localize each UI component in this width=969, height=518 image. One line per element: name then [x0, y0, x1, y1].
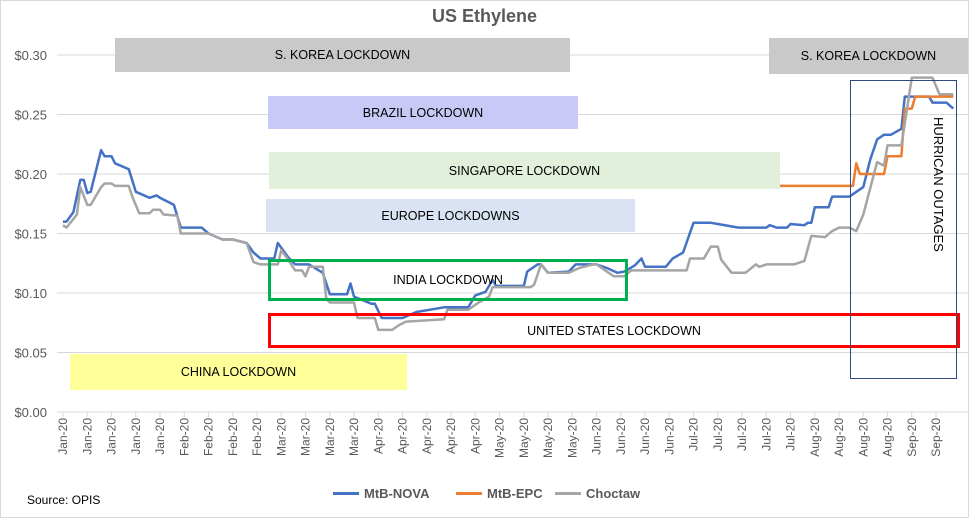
series-line-mtb-epc — [766, 95, 954, 188]
x-tick-label: May-20 — [565, 418, 579, 458]
x-axis: Jan-20 Jan-20 Jan-20 Jan-20 Jan-20 Feb-20 Feb-… — [56, 411, 968, 458]
annotation-label: HURRICAN OUTAGES — [931, 117, 946, 252]
x-tick-label: Jul-20 — [687, 418, 701, 451]
y-tick-label: $0.10 — [14, 286, 47, 301]
annotation-hurricane-outages: HURRICAN OUTAGES — [850, 80, 957, 379]
x-tick-label: Jan-20 — [153, 418, 167, 455]
x-tick-label: Apr-20 — [444, 418, 458, 454]
x-tick-label: Jul-20 — [759, 418, 773, 451]
y-tick-label: $0.15 — [14, 227, 47, 242]
annotation-label: BRAZIL LOCKDOWN — [362, 105, 484, 120]
annotation-label: EUROPE LOCKDOWNS — [381, 208, 520, 223]
annotation-singapore-lockdown: SINGAPORE LOCKDOWN — [269, 152, 780, 189]
y-tick-label: $0.00 — [14, 405, 47, 420]
annotation-label: S. KOREA LOCKDOWN — [800, 49, 937, 63]
x-tick-label: Jan-20 — [56, 418, 70, 455]
x-tick-label: May-20 — [541, 418, 555, 458]
x-tick-label: Jan-20 — [105, 418, 119, 455]
annotation-label: UNITED STATES LOCKDOWN — [527, 323, 701, 338]
x-tick-label: Sep-20 — [905, 418, 919, 457]
x-tick-label: Mar-20 — [299, 418, 313, 456]
annotation-europe-lockdowns: EUROPE LOCKDOWNS — [266, 199, 635, 232]
x-tick-label: Jun-20 — [614, 418, 628, 455]
x-tick-label: Jul-20 — [711, 418, 725, 451]
annotation-label: SINGAPORE LOCKDOWN — [448, 163, 601, 178]
x-tick-label: Aug-20 — [881, 418, 895, 457]
y-tick-label: $0.05 — [14, 346, 47, 361]
legend-label: Choctaw — [586, 486, 641, 501]
legend-label: MtB-EPC — [487, 486, 543, 501]
x-tick-label: Jul-20 — [735, 418, 749, 451]
x-tick-label: May-20 — [517, 418, 531, 458]
legend-item-choctaw: Choctaw — [555, 486, 640, 501]
annotation-united-states-lockdown: UNITED STATES LOCKDOWN — [268, 313, 960, 348]
y-axis: $0.00 $0.05 $0.10 $0.15 $0.20 $0.25 $0.30 — [14, 48, 47, 420]
x-tick-label: Mar-20 — [323, 418, 337, 456]
x-tick-label: Feb-20 — [202, 418, 216, 456]
annotation-label: CHINA LOCKDOWN — [180, 365, 297, 379]
x-tick-label: Feb-20 — [226, 418, 240, 456]
y-tick-label: $0.20 — [14, 167, 47, 182]
x-tick-label: Jun-20 — [590, 418, 604, 455]
legend-swatch — [333, 492, 359, 495]
x-tick-label: Aug-20 — [808, 418, 822, 457]
x-tick-label: Jun-20 — [662, 418, 676, 455]
x-tick-label: Mar-20 — [274, 418, 288, 456]
x-tick-label: Feb-20 — [250, 418, 264, 456]
annotation-label: INDIA LOCKDOWN — [393, 273, 503, 287]
annotation-china-lockdown: CHINA LOCKDOWN — [70, 354, 407, 390]
x-tick-label: May-20 — [493, 418, 507, 458]
x-tick-label: Apr-20 — [371, 418, 385, 454]
x-tick-label: Jan-20 — [80, 418, 94, 455]
x-tick-label: Jan-20 — [129, 418, 143, 455]
annotation-s-korea-lockdown-1: S. KOREA LOCKDOWN — [115, 38, 570, 72]
chart-title: US Ethylene — [431, 6, 538, 26]
series-line-mtb-nova — [63, 95, 955, 320]
x-tick-label: Apr-20 — [468, 418, 482, 454]
y-tick-label: $0.30 — [14, 48, 47, 63]
annotation-label: S. KOREA LOCKDOWN — [274, 48, 411, 62]
annotation-india-lockdown: INDIA LOCKDOWN — [268, 259, 628, 301]
legend-item-mtb-epc: MtB-EPC — [456, 486, 543, 501]
x-tick-label: Apr-20 — [396, 418, 410, 454]
x-tick-label: Sep-20 — [929, 418, 943, 457]
source-note: Source: OPIS — [27, 493, 101, 507]
annotation-s-korea-lockdown-2: S. KOREA LOCKDOWN — [769, 38, 968, 74]
x-tick-label: Mar-20 — [347, 418, 361, 456]
legend-swatch — [555, 492, 581, 495]
x-tick-label: Aug-20 — [856, 418, 870, 457]
annotation-brazil-lockdown: BRAZIL LOCKDOWN — [268, 96, 578, 129]
legend-swatch — [456, 492, 482, 495]
legend-label: MtB-NOVA — [364, 486, 430, 501]
x-tick-label: Aug-20 — [832, 418, 846, 457]
x-tick-label: Feb-20 — [177, 418, 191, 456]
x-tick-label: Jul-20 — [784, 418, 798, 451]
legend-item-mtb-nova: MtB-NOVA — [333, 486, 429, 501]
x-tick-label: Jun-20 — [638, 418, 652, 455]
y-tick-label: $0.25 — [14, 108, 47, 123]
x-tick-label: Apr-20 — [420, 418, 434, 454]
